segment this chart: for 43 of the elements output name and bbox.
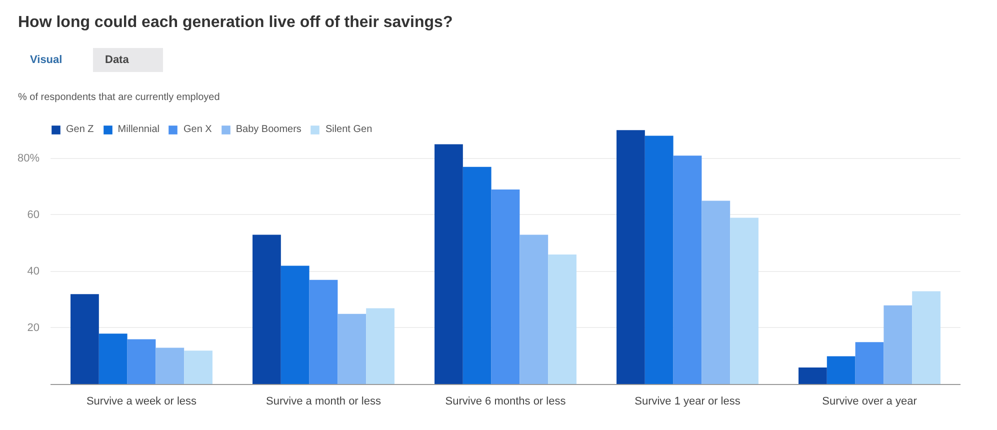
bar	[491, 190, 520, 384]
bar	[338, 314, 366, 384]
chart-title: How long could each generation live off of their savings?	[18, 13, 453, 33]
x-tick-label: Survive over a year	[822, 396, 918, 408]
bar	[730, 218, 758, 384]
chart-subtitle: % of respondents that are currently employed	[18, 91, 220, 105]
bar	[462, 166, 492, 384]
x-tick-label: Survive 6 months or less	[445, 396, 566, 408]
bar	[912, 291, 940, 384]
text: Visual	[30, 53, 62, 68]
bar	[826, 356, 856, 384]
bar	[548, 254, 576, 384]
bar	[884, 305, 912, 384]
x-tick-label: Survive 1 year or less	[634, 396, 741, 408]
legend-label: Millennial	[118, 124, 160, 135]
legend-label: Gen X	[183, 124, 212, 135]
bar	[156, 348, 184, 384]
text: Data	[105, 53, 129, 68]
legend-label: Baby Boomers	[236, 124, 302, 135]
y-tick-label: 40	[27, 265, 40, 278]
y-tick-label: 60	[27, 208, 40, 221]
bar	[616, 130, 645, 384]
bar	[366, 308, 394, 384]
bar	[798, 368, 827, 384]
bar	[520, 234, 548, 384]
bar	[252, 234, 281, 384]
bar	[702, 200, 730, 384]
bar	[184, 350, 212, 384]
y-tick-label: 20	[27, 322, 40, 334]
x-tick-label: Survive a week or less	[86, 396, 198, 408]
bar	[855, 342, 884, 384]
bar	[70, 294, 99, 384]
bar	[434, 144, 463, 384]
x-tick-label: Survive a month or less	[266, 396, 382, 408]
legend-label: Silent Gen	[325, 124, 372, 135]
bar	[98, 334, 128, 384]
bar	[127, 339, 156, 384]
bar	[644, 136, 674, 384]
legend-label: Gen Z	[66, 124, 94, 135]
bar	[280, 266, 310, 384]
y-tick-label: 80%	[17, 152, 40, 164]
bar	[309, 280, 338, 384]
bar	[673, 156, 702, 384]
